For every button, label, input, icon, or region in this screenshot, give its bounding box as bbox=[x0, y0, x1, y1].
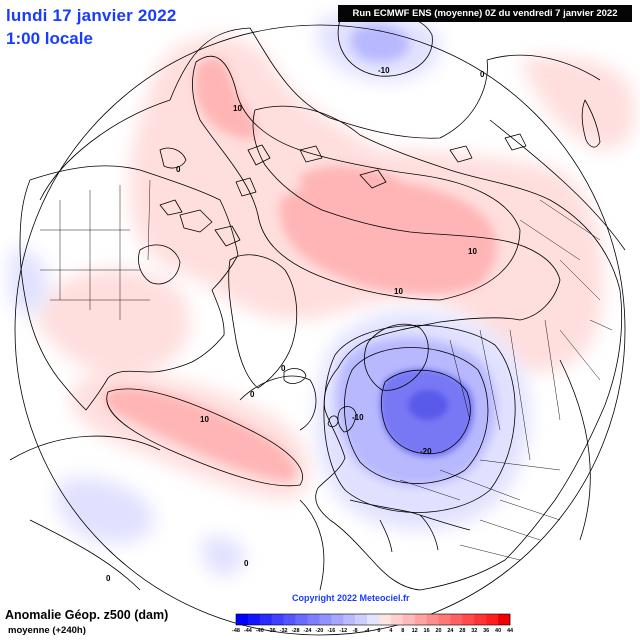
legend-tick-label: -4 bbox=[365, 628, 371, 634]
legend-swatch bbox=[402, 614, 415, 625]
zero-contour-greenland bbox=[239, 375, 317, 431]
legend-tick-label: 20 bbox=[435, 628, 441, 634]
legend-border bbox=[235, 613, 511, 626]
legend-tick-label: -48 bbox=[232, 628, 240, 634]
legend-swatch bbox=[367, 614, 380, 625]
coastlines bbox=[19, 99, 622, 591]
legend-swatch bbox=[414, 614, 427, 625]
legend-swatch bbox=[498, 614, 511, 625]
contour-label-0-greenland: 0 bbox=[250, 390, 255, 399]
legend-swatch bbox=[450, 614, 463, 625]
legend-tick-label: 36 bbox=[483, 628, 489, 634]
contour-label-10-alaska: 10 bbox=[233, 104, 242, 113]
model-run-banner: Run ECMWF ENS (moyenne) 0Z du vendredi 7… bbox=[338, 5, 632, 22]
legend-swatch bbox=[319, 614, 332, 625]
siberian-islands bbox=[299, 133, 527, 189]
zero-contour-north bbox=[39, 27, 601, 201]
zero-contour-east bbox=[489, 119, 626, 251]
negative-anomaly-center bbox=[408, 390, 448, 420]
parameter-title: Anomalie Géop. z500 (dam) bbox=[5, 608, 169, 622]
forecast-date-title: lundi 17 janvier 2022 bbox=[6, 6, 177, 25]
forecast-time-title: 1:00 locale bbox=[6, 29, 93, 48]
parameter-subtitle: moyenne (+240h) bbox=[8, 625, 86, 636]
contour-label-0-iceland: 0 bbox=[281, 364, 286, 373]
contour-label-10-atlantic: 10 bbox=[200, 415, 209, 424]
contour-label-0-arctic: 0 bbox=[244, 559, 249, 568]
legend-swatch bbox=[462, 614, 475, 625]
positive-anomaly-cores bbox=[105, 57, 497, 481]
contour-label-10-siberia: 10 bbox=[394, 287, 403, 296]
legend-tick-label: -32 bbox=[280, 628, 288, 634]
eurasia-coast bbox=[252, 105, 622, 591]
legend-tick-label: 16 bbox=[424, 628, 430, 634]
legend-tick-label: 12 bbox=[412, 628, 418, 634]
legend-tick-label: -28 bbox=[292, 628, 300, 634]
legend-swatch bbox=[307, 614, 320, 625]
greenland-coast bbox=[228, 254, 298, 389]
legend-swatch bbox=[378, 614, 392, 625]
hudson-bay-coast bbox=[138, 244, 181, 285]
contour-label-0-ne: 0 bbox=[480, 70, 485, 79]
contour-positive-atlantic bbox=[106, 388, 303, 487]
contour-label-0-pacific: 0 bbox=[106, 574, 111, 583]
legend-swatch bbox=[486, 614, 499, 625]
map-frame bbox=[14, 24, 626, 636]
north-america-coast bbox=[19, 165, 239, 411]
contour-label-0-alaska: 0 bbox=[176, 165, 181, 174]
iceland-coast bbox=[283, 368, 307, 384]
legend-tick-label: 24 bbox=[447, 628, 454, 634]
copyright-text: Copyright 2022 Meteociel.fr bbox=[292, 593, 410, 603]
legend-swatch bbox=[295, 614, 308, 625]
contour-label-minus10-europe: -10 bbox=[352, 413, 364, 422]
legend-tick-label: 0 bbox=[377, 628, 380, 634]
legend-tick-label: 32 bbox=[471, 628, 477, 634]
contour-positive-alaska bbox=[192, 55, 521, 301]
contour-label-10-east: 10 bbox=[468, 247, 477, 256]
legend-swatch bbox=[271, 614, 284, 625]
legend-swatch bbox=[426, 614, 439, 625]
legend-swatch bbox=[438, 614, 451, 625]
legend-swatch bbox=[390, 614, 404, 625]
borders bbox=[40, 179, 613, 561]
legend-swatch bbox=[331, 614, 344, 625]
legend-tick-label: -12 bbox=[339, 628, 347, 634]
legend-swatch bbox=[259, 614, 273, 625]
legend-tick-label: -40 bbox=[256, 628, 264, 634]
legend-swatch bbox=[474, 614, 487, 625]
contour-europe-low-inner bbox=[380, 369, 471, 455]
legend-tick-label: -20 bbox=[315, 628, 323, 634]
legend-swatch bbox=[236, 614, 249, 625]
legend-tick-label: 8 bbox=[401, 628, 404, 634]
canadian-arctic-islands bbox=[159, 144, 271, 247]
color-legend: -48 -44 -40 -36 -32 -28 -24 -20 -16 -12 -8 -4 0 4 8 12 1… bbox=[232, 613, 514, 634]
legend-tick-label: -16 bbox=[327, 628, 335, 634]
british-isles-coast bbox=[327, 406, 357, 433]
zero-contour-south bbox=[9, 359, 591, 591]
legend-swatch bbox=[355, 614, 368, 625]
contour-label-minus20-europe: -20 bbox=[420, 447, 432, 456]
legend-tick-label: 40 bbox=[495, 628, 501, 634]
contour-labels: 10 -10 0 0 10 10 0 0 10 -10 -20 0 0 bbox=[106, 66, 485, 583]
anomaly-shading bbox=[10, 11, 635, 576]
contour-europe-low-outer bbox=[323, 324, 516, 513]
alaska-coast bbox=[159, 147, 187, 169]
legend-swatch bbox=[283, 614, 296, 625]
legend-swatch bbox=[343, 614, 356, 625]
legend-tick-label: -44 bbox=[244, 628, 253, 634]
scandinavia-coast bbox=[363, 323, 429, 391]
legend-tick-label: 4 bbox=[389, 628, 393, 634]
contour-europe-low-mid bbox=[344, 347, 489, 484]
japan-coast bbox=[581, 99, 601, 148]
legend-tick-label: 44 bbox=[507, 628, 514, 634]
contour-label-minus10-north: -10 bbox=[378, 66, 390, 75]
legend-tick-label: 28 bbox=[459, 628, 465, 634]
legend-swatch bbox=[247, 614, 261, 625]
legend-tick-label: -24 bbox=[304, 628, 313, 634]
contour-lines bbox=[9, 12, 626, 591]
legend-tick-label: -36 bbox=[268, 628, 276, 634]
legend-tick-label: -8 bbox=[353, 628, 358, 634]
